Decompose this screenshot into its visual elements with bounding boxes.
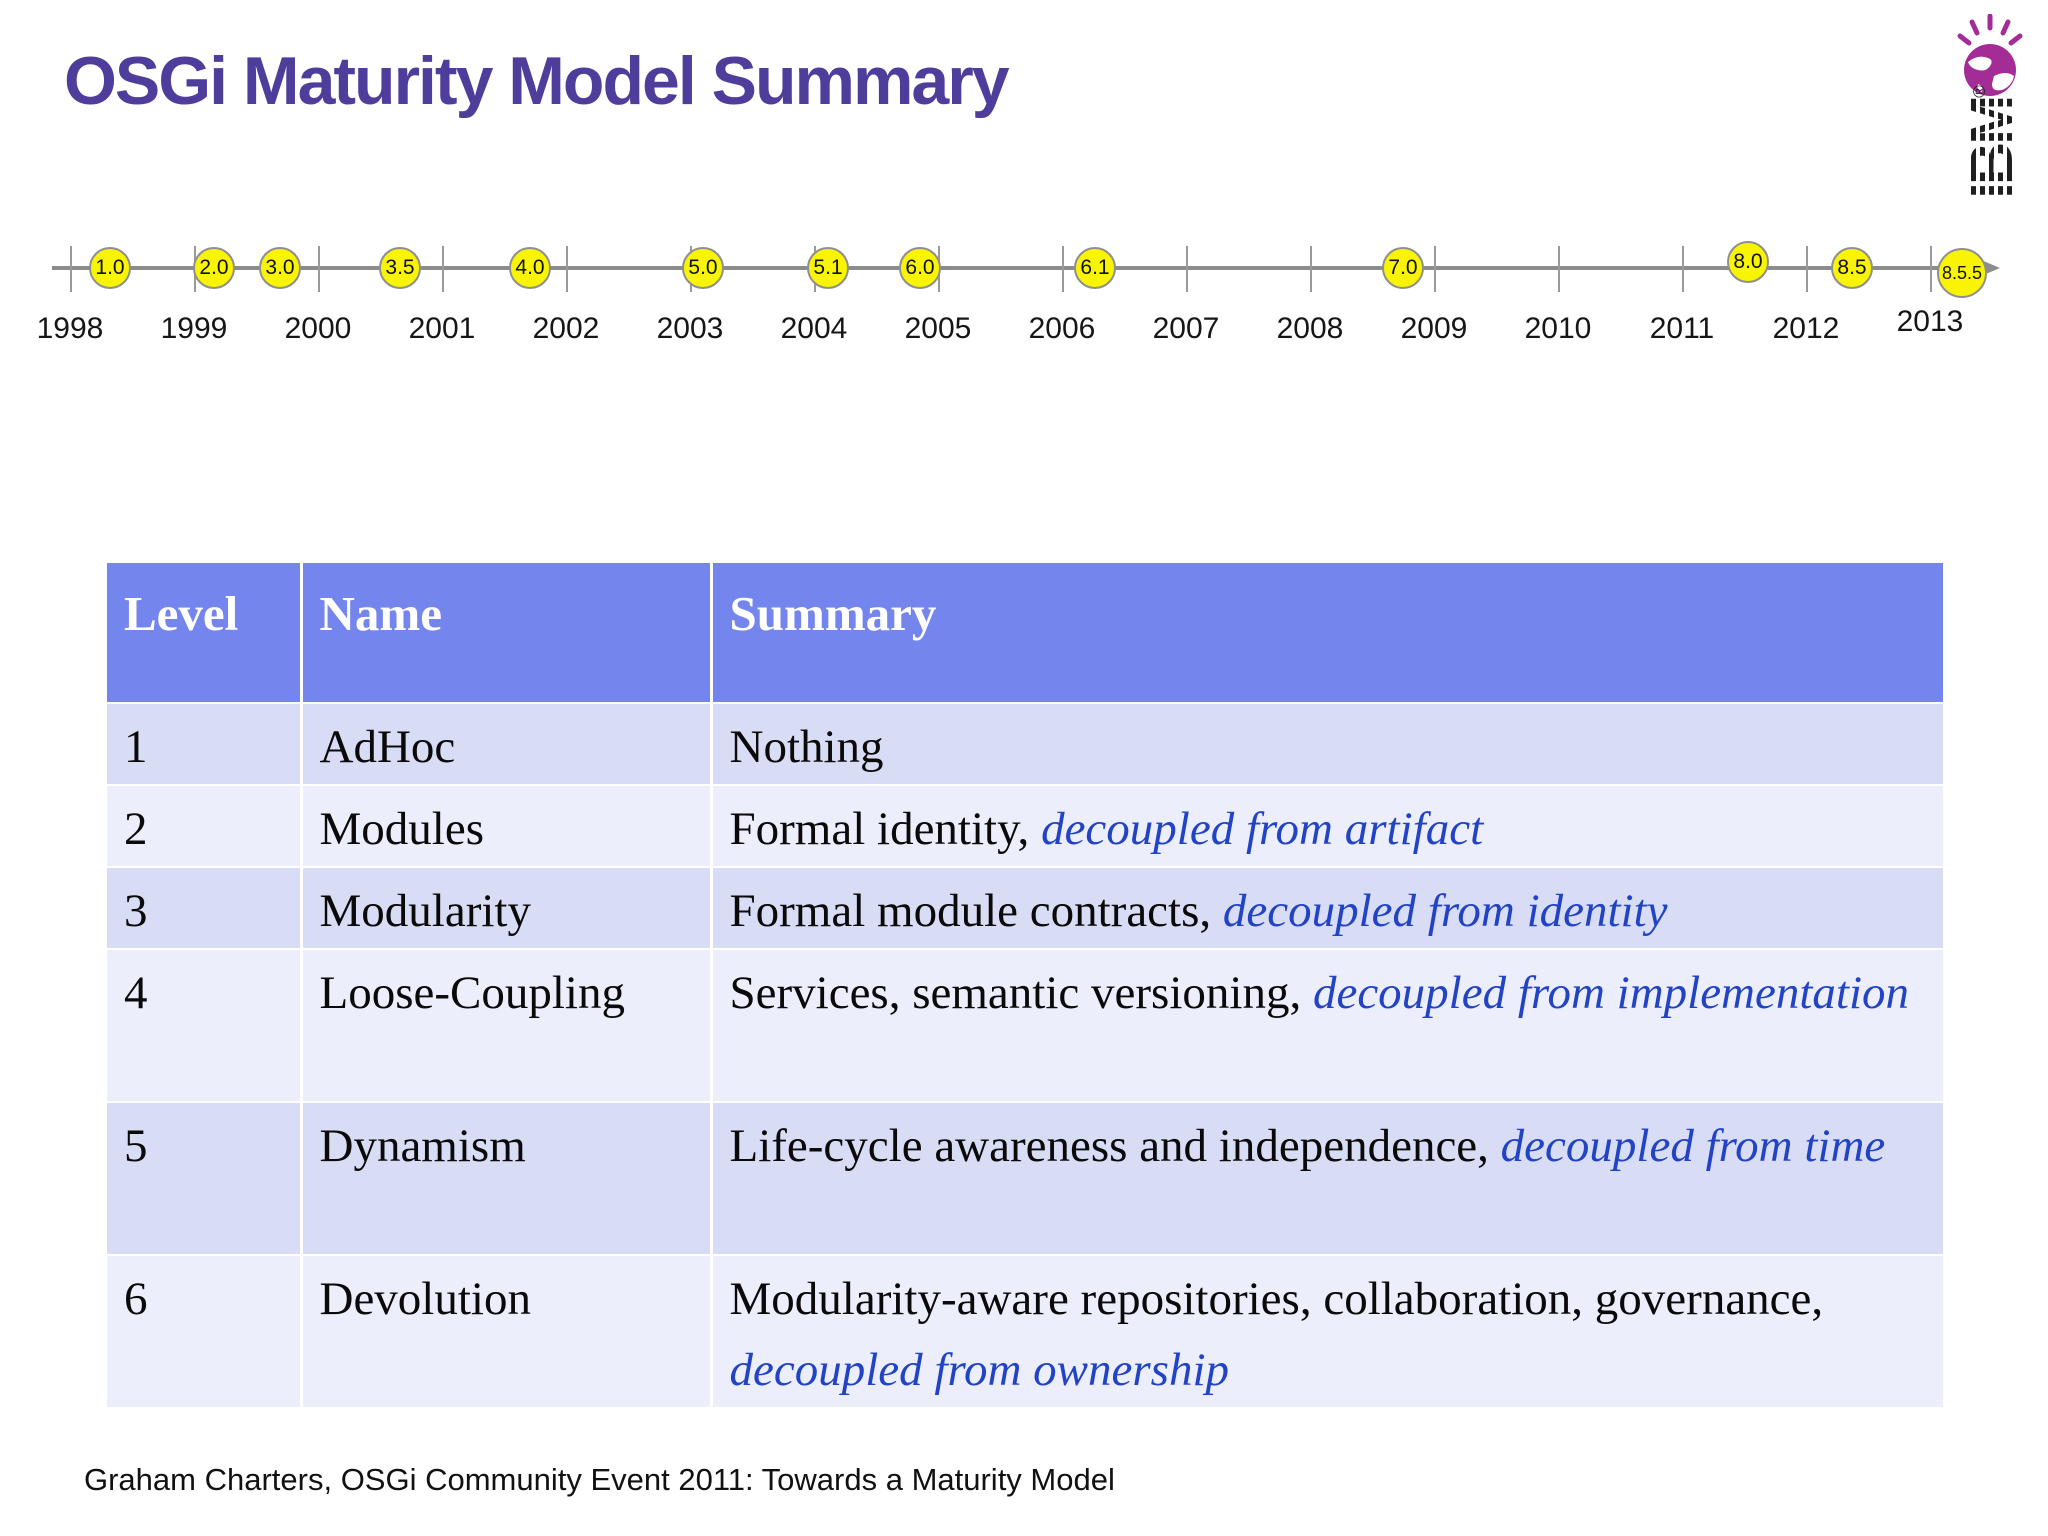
timeline-tick xyxy=(318,246,320,292)
cell-level: 1 xyxy=(107,703,303,786)
year-label: 2001 xyxy=(408,312,476,345)
release-timeline: 1.0 2.0 3.0 3.5 4.0 5.0 5.1 6.0 6.1 7.0 … xyxy=(0,0,2048,360)
release-badge: 6.0 xyxy=(899,247,941,289)
year-label: 2011 xyxy=(1649,312,1715,345)
year-label: 2010 xyxy=(1524,312,1592,345)
year-label: 2007 xyxy=(1152,312,1220,345)
timeline-tick xyxy=(1682,246,1684,292)
release-badge: 7.0 xyxy=(1382,247,1424,289)
year-label: 2005 xyxy=(904,312,972,345)
timeline-tick xyxy=(1186,246,1188,292)
year-label: 1999 xyxy=(160,312,228,345)
table-row: 4 Loose-Coupling Services, semantic vers… xyxy=(107,949,1943,1103)
year-label: 2004 xyxy=(780,312,848,345)
release-badge: 3.5 xyxy=(379,247,421,289)
timeline-tick xyxy=(1806,246,1808,292)
year-label: 2000 xyxy=(284,312,352,345)
timeline-tick xyxy=(1558,246,1560,292)
timeline-tick xyxy=(1062,246,1064,292)
cell-level: 2 xyxy=(107,785,303,868)
cell-level: 4 xyxy=(107,949,303,1103)
year-label: 2009 xyxy=(1400,312,1468,345)
cell-summary: Life-cycle awareness and independence, d… xyxy=(711,1102,1943,1256)
cell-name: AdHoc xyxy=(301,703,713,786)
table-row: 5 Dynamism Life-cycle awareness and inde… xyxy=(107,1102,1943,1256)
header-level: Level xyxy=(107,563,303,704)
year-label: 2008 xyxy=(1276,312,1344,345)
cell-summary: Nothing xyxy=(711,703,1943,786)
table-row: 3 Modularity Formal module contracts, de… xyxy=(107,867,1943,950)
timeline-tick xyxy=(566,246,568,292)
year-label: 2012 xyxy=(1772,312,1840,345)
cell-name: Modules xyxy=(301,785,713,868)
year-label: 2006 xyxy=(1028,312,1096,345)
cell-name: Loose-Coupling xyxy=(301,949,713,1103)
year-label: 2013 xyxy=(1896,305,1964,338)
timeline-tick xyxy=(442,246,444,292)
cell-summary: Modularity-aware repositories, collabora… xyxy=(711,1255,1943,1409)
release-badge: 2.0 xyxy=(193,247,235,289)
cell-summary: Services, semantic versioning, decoupled… xyxy=(711,949,1943,1103)
header-summary: Summary xyxy=(711,563,1943,704)
cell-level: 6 xyxy=(107,1255,303,1409)
release-badge: 1.0 xyxy=(89,247,131,289)
release-badge: 8.5 xyxy=(1831,247,1873,289)
timeline-tick xyxy=(70,246,72,292)
release-badge: 3.0 xyxy=(259,247,301,289)
cell-name: Modularity xyxy=(301,867,713,950)
cell-level: 5 xyxy=(107,1102,303,1256)
release-badge: 8.0 xyxy=(1727,241,1769,283)
timeline-axis xyxy=(52,266,1978,270)
table-row: 2 Modules Formal identity, decoupled fro… xyxy=(107,785,1943,868)
release-badge: 5.1 xyxy=(807,247,849,289)
cell-summary: Formal module contracts, decoupled from … xyxy=(711,867,1943,950)
release-badge: 8.5.5 xyxy=(1937,248,1987,298)
cell-name: Dynamism xyxy=(301,1102,713,1256)
release-badge: 6.1 xyxy=(1074,247,1116,289)
table-header-row: Level Name Summary xyxy=(107,563,1943,704)
release-badge: 5.0 xyxy=(682,247,724,289)
ibm-logo: IBM ® xyxy=(1940,10,2040,230)
cell-level: 3 xyxy=(107,867,303,950)
timeline-tick xyxy=(1310,246,1312,292)
year-label: 1998 xyxy=(36,312,104,345)
timeline-tick xyxy=(1434,246,1436,292)
table-row: 6 Devolution Modularity-aware repositori… xyxy=(107,1255,1943,1409)
footer-citation: Graham Charters, OSGi Community Event 20… xyxy=(84,1462,1115,1497)
header-name: Name xyxy=(301,563,713,704)
cell-summary: Formal identity, decoupled from artifact xyxy=(711,785,1943,868)
release-badge: 4.0 xyxy=(509,247,551,289)
cell-name: Devolution xyxy=(301,1255,713,1409)
year-label: 2003 xyxy=(656,312,724,345)
smarter-planet-globe-icon xyxy=(1957,14,2023,96)
table-row: 1 AdHoc Nothing xyxy=(107,703,1943,786)
year-label: 2002 xyxy=(532,312,600,345)
page-title: OSGi Maturity Model Summary xyxy=(64,43,1010,119)
timeline-tick xyxy=(1930,246,1932,292)
maturity-table: Level Name Summary 1 AdHoc Nothing 2 Mod… xyxy=(107,563,1943,1409)
